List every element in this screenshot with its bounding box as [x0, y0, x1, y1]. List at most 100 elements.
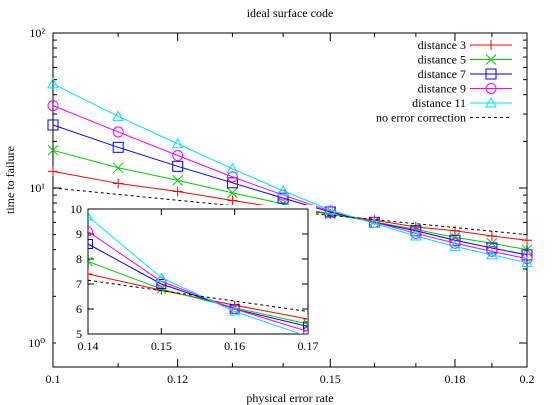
x-tick-label: 0.12 — [167, 372, 188, 386]
data-point — [226, 171, 238, 183]
inset-y-tick-label: 9 — [76, 227, 82, 241]
data-point — [521, 256, 533, 268]
x-tick-label: 0.18 — [444, 372, 465, 386]
inset-data-point — [229, 305, 241, 316]
series-line — [52, 83, 528, 264]
data-point — [227, 195, 238, 206]
inset-y-tick-label: 8 — [76, 252, 82, 266]
data-point — [277, 192, 289, 204]
data-point — [112, 162, 124, 174]
data-point — [47, 77, 59, 89]
data-point — [112, 141, 124, 153]
inset-background — [56, 205, 316, 358]
inset-data-point — [155, 272, 167, 282]
inset-x-tick-label: 0.17 — [298, 339, 319, 353]
series-distance-7 — [47, 119, 533, 261]
data-point — [48, 166, 58, 177]
legend-marker — [485, 96, 497, 108]
x-tick-label: 0.2 — [520, 372, 535, 386]
data-point — [172, 160, 184, 172]
data-point — [47, 119, 59, 131]
data-point — [449, 234, 461, 246]
legend-label: distance 7 — [418, 67, 466, 81]
series-distance-9 — [47, 100, 533, 265]
inset-y-tick-label: 5 — [76, 327, 82, 341]
inset-y-tick-label: 10 — [70, 202, 82, 216]
inset-data-point — [88, 269, 93, 279]
series-line — [52, 105, 528, 260]
data-point — [522, 235, 532, 246]
inset-data-point — [156, 279, 167, 289]
data-point — [486, 248, 498, 260]
inset-series-line — [88, 273, 308, 320]
inset-data-point — [303, 314, 308, 324]
x-tick-label: 0.1 — [46, 372, 61, 386]
data-point — [410, 229, 422, 241]
data-point — [172, 150, 184, 162]
data-point — [486, 231, 497, 242]
inset-x-tick-label: 0.14 — [78, 339, 99, 353]
data-point — [277, 184, 289, 196]
main-plot: 10⁰ 10¹ 10² 0.1 0.12 0.15 0.18 0.2 — [28, 26, 534, 386]
data-point — [521, 249, 533, 261]
data-point — [324, 204, 337, 215]
inset-y-tick-label: 6 — [76, 302, 82, 316]
data-point — [172, 186, 183, 197]
inset-data-point — [303, 319, 308, 329]
data-point — [172, 175, 184, 186]
y-tick-label: 10⁰ — [28, 336, 45, 350]
inset-series-line — [88, 279, 308, 312]
inset-data-point — [88, 210, 94, 221]
x-axis-label: physical error rate — [246, 391, 333, 405]
inset-data-point — [88, 239, 93, 249]
series-no-error-correction — [52, 187, 528, 236]
data-point — [112, 110, 125, 121]
inset-data-point — [88, 256, 93, 267]
legend-label: distance 9 — [418, 82, 466, 96]
data-point — [112, 126, 124, 138]
inset-x-tick-label: 0.16 — [224, 339, 245, 353]
data-point — [171, 137, 184, 149]
inset-series-line — [88, 216, 303, 334]
data-point — [410, 227, 422, 239]
plot-frame — [52, 32, 528, 368]
data-point — [113, 178, 124, 189]
inset-series-distance-11 — [88, 210, 308, 334]
inset-plot: 5 6 7 8 9 10 0.14 0.15 0.16 0.17 — [56, 202, 319, 358]
x-tick-label: 0.15 — [320, 372, 341, 386]
series-line — [52, 187, 528, 236]
y-axis-label: time to failure — [3, 146, 17, 214]
inset-series-line — [88, 231, 308, 332]
data-point — [486, 245, 498, 257]
legend-label: distance 5 — [418, 53, 466, 67]
legend-marker — [485, 68, 497, 80]
data-point — [486, 242, 498, 254]
legend-label: distance 3 — [418, 38, 466, 52]
inset-data-point — [303, 321, 308, 332]
data-point — [368, 217, 381, 229]
chart-title: ideal surface code — [247, 6, 334, 20]
inset-series-line — [88, 261, 308, 325]
y-tick-label: 10² — [29, 26, 45, 40]
inset-data-point — [303, 326, 308, 334]
series-line — [52, 124, 528, 256]
data-point — [449, 240, 461, 251]
legend-marker — [485, 54, 497, 65]
legend-marker — [485, 83, 497, 94]
legend-label: distance 11 — [412, 96, 466, 110]
data-point — [47, 100, 59, 112]
data-point — [226, 177, 238, 189]
data-point — [449, 237, 461, 249]
data-point — [227, 187, 238, 199]
series-distance-11 — [47, 77, 533, 268]
data-point — [521, 253, 533, 265]
y-tick-label: 10¹ — [29, 181, 45, 195]
data-point — [226, 162, 239, 174]
data-point — [47, 144, 59, 156]
inset-y-tick-label: 7 — [76, 277, 82, 291]
inset-series-no-error-correction — [88, 279, 308, 312]
legend-label: no error correction — [376, 111, 466, 125]
inset-x-tick-label: 0.15 — [151, 339, 172, 353]
